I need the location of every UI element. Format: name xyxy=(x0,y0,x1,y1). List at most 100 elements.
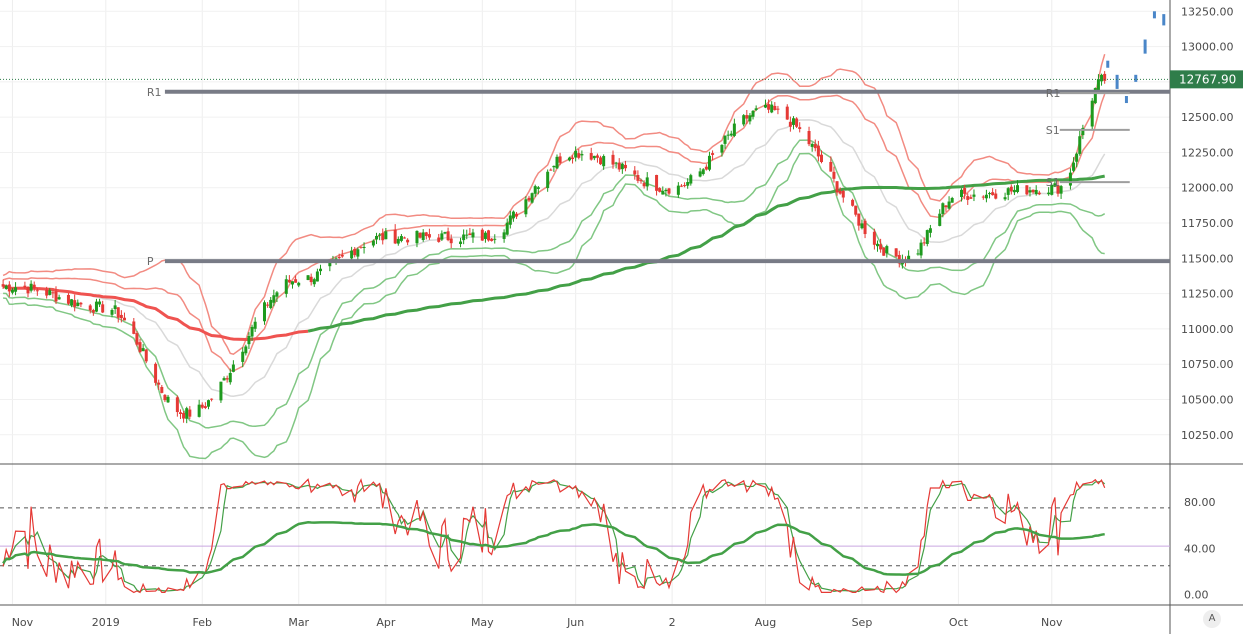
candle-body xyxy=(698,171,702,177)
candle-body xyxy=(94,301,98,312)
candle-body xyxy=(462,234,466,241)
candle-body xyxy=(617,162,621,170)
candle-body xyxy=(623,164,627,169)
candle-body xyxy=(776,108,780,110)
candle-body xyxy=(574,150,578,158)
candle-body xyxy=(70,299,74,306)
candle-body xyxy=(247,336,251,345)
candle-body xyxy=(459,241,463,245)
candle-body xyxy=(571,157,575,160)
price-tick-label: 13000.00 xyxy=(1181,41,1234,54)
price-tick-label: 12000.00 xyxy=(1181,182,1234,195)
last-price-tag-bg xyxy=(1170,70,1243,89)
candle-body xyxy=(701,169,705,175)
upper-band-inner xyxy=(2,93,1106,372)
candle-body xyxy=(969,197,973,199)
candle-body xyxy=(122,317,126,321)
candle-body xyxy=(841,191,845,198)
candle-body xyxy=(885,246,889,254)
candle-body xyxy=(225,378,229,380)
time-tick-label: Feb xyxy=(193,616,212,629)
last-price-tag-text: 12767.90 xyxy=(1179,72,1236,86)
candle-body xyxy=(493,238,497,240)
candle-body xyxy=(144,349,148,362)
candle-body xyxy=(1078,136,1082,154)
last-price-tag: 12767.90 xyxy=(1170,70,1243,89)
candle-body xyxy=(599,157,603,165)
candle-body xyxy=(449,238,453,244)
candle-body xyxy=(306,275,310,281)
candle-body xyxy=(119,314,123,319)
candle-body xyxy=(530,193,534,203)
time-tick-label: Oct xyxy=(949,616,969,629)
candle-body xyxy=(297,282,301,286)
candle-body xyxy=(689,175,693,184)
candle-body xyxy=(707,155,711,170)
candle-body xyxy=(614,162,618,164)
candle-body xyxy=(231,364,235,372)
candle-body xyxy=(381,233,385,241)
candle-body xyxy=(393,229,397,244)
candle-body xyxy=(602,156,606,167)
candle-body xyxy=(835,181,839,193)
candle-body xyxy=(577,153,581,158)
candle-body xyxy=(210,398,214,400)
osc-slow-line xyxy=(2,480,1106,593)
candle-body xyxy=(872,231,876,245)
candle-body xyxy=(916,253,920,255)
candle-body xyxy=(567,157,571,161)
candle-body xyxy=(810,143,814,147)
candle-body xyxy=(1025,185,1029,195)
candle-body xyxy=(527,197,531,201)
candle-body xyxy=(832,171,836,179)
candle-body xyxy=(415,230,419,244)
candle-body xyxy=(269,299,273,308)
candle-body xyxy=(7,284,11,292)
pivot-label-p: P xyxy=(147,255,154,268)
candle-body xyxy=(468,233,472,236)
candle-body xyxy=(508,215,512,225)
candle-body xyxy=(1037,192,1041,195)
candle-body xyxy=(611,154,615,165)
osc-tick-label: 40.00 xyxy=(1184,542,1216,555)
candle-body xyxy=(154,363,158,383)
candle-body xyxy=(683,185,687,187)
candle-body xyxy=(362,246,366,248)
candle-body xyxy=(26,286,30,294)
candle-body xyxy=(309,276,313,283)
osc-fast-line xyxy=(2,478,1106,594)
candle-body xyxy=(633,170,637,175)
candle-body xyxy=(287,279,291,283)
candle-body xyxy=(197,404,201,417)
candle-body xyxy=(110,309,114,315)
candle-body xyxy=(182,412,186,419)
short-level-label-s1: S1 xyxy=(1046,124,1060,137)
candle-body xyxy=(185,408,189,419)
price-tick-label: 12250.00 xyxy=(1181,146,1234,159)
time-tick-label: 2019 xyxy=(92,616,120,629)
candle-body xyxy=(371,240,375,246)
candle-body xyxy=(754,108,758,111)
candle-body xyxy=(894,248,898,257)
auto-scale-button[interactable]: A xyxy=(1203,610,1221,628)
candle-body xyxy=(941,203,945,214)
candle-body xyxy=(138,342,142,353)
candle-body xyxy=(353,248,357,256)
candle-body xyxy=(1075,153,1079,162)
candle-body xyxy=(359,246,363,248)
candle-body xyxy=(135,333,139,345)
candle-body xyxy=(175,397,179,413)
time-tick-label: Apr xyxy=(376,616,396,629)
candle-body xyxy=(807,131,811,145)
candle-body xyxy=(480,229,484,241)
candle-body xyxy=(1056,185,1060,194)
candle-body xyxy=(907,255,911,260)
candle-body xyxy=(1090,100,1094,127)
time-tick-label: Jun xyxy=(566,616,584,629)
candle-body xyxy=(763,104,767,108)
candle-body xyxy=(163,394,167,401)
candle-body xyxy=(798,127,802,129)
candle-body xyxy=(580,154,584,156)
candle-body xyxy=(704,166,708,170)
